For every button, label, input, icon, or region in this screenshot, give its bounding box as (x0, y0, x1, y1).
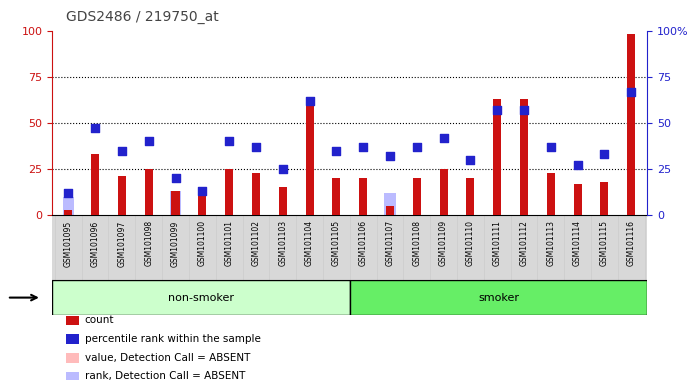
Bar (225, 169, 233, 215)
Point (438, 134, 449, 141)
Point (277, 166, 288, 172)
Bar (601, 182, 608, 215)
Point (465, 157, 476, 163)
Bar (466, 178, 475, 215)
Text: GSM101098: GSM101098 (144, 220, 153, 266)
Text: GSM101113: GSM101113 (546, 220, 555, 266)
Bar (66, 334, 79, 344)
Point (491, 107, 503, 113)
Bar (547, 173, 555, 215)
Point (331, 147, 342, 154)
Text: count: count (85, 315, 114, 325)
Bar (91, 154, 99, 215)
Point (599, 151, 610, 157)
Text: GSM101095: GSM101095 (64, 220, 73, 266)
Text: GSM101116: GSM101116 (626, 220, 635, 266)
Text: GSM101115: GSM101115 (600, 220, 609, 266)
Text: GSM101111: GSM101111 (493, 220, 502, 266)
Text: GSM101099: GSM101099 (171, 220, 180, 266)
Text: GSM101097: GSM101097 (118, 220, 127, 266)
Point (170, 175, 181, 181)
Point (384, 153, 395, 159)
Text: GSM101101: GSM101101 (225, 220, 234, 266)
Point (304, 98, 315, 104)
Bar (170, 193, 181, 215)
Text: GSM101102: GSM101102 (251, 220, 260, 266)
Bar (493, 99, 501, 215)
Text: smoker: smoker (478, 293, 519, 303)
Text: GSM101106: GSM101106 (358, 220, 367, 266)
Bar (170, 191, 181, 215)
Text: GSM101112: GSM101112 (519, 220, 528, 266)
Text: rank, Detection Call = ABSENT: rank, Detection Call = ABSENT (85, 371, 245, 381)
Text: GSM101103: GSM101103 (278, 220, 287, 266)
Text: GDS2486 / 219750_at: GDS2486 / 219750_at (66, 10, 219, 23)
Text: percentile rank within the sample: percentile rank within the sample (85, 334, 260, 344)
Bar (198, 191, 206, 215)
Bar (66, 353, 79, 362)
Point (223, 138, 235, 144)
Text: GSM101100: GSM101100 (198, 220, 207, 266)
Point (411, 144, 422, 150)
Text: GSM101109: GSM101109 (439, 220, 448, 266)
Point (197, 188, 208, 194)
FancyBboxPatch shape (350, 280, 647, 315)
Text: GSM101104: GSM101104 (305, 220, 314, 266)
Text: value, Detection Call = ABSENT: value, Detection Call = ABSENT (85, 353, 250, 363)
Point (143, 138, 155, 144)
Bar (520, 99, 528, 215)
Text: GSM101107: GSM101107 (386, 220, 395, 266)
Bar (64, 210, 72, 215)
Point (251, 144, 262, 150)
Bar (278, 187, 287, 215)
Text: GSM101110: GSM101110 (466, 220, 475, 266)
Bar (359, 178, 367, 215)
Bar (66, 372, 79, 381)
Point (358, 144, 369, 150)
Point (90, 125, 101, 131)
Bar (574, 184, 582, 215)
Bar (440, 169, 448, 215)
FancyBboxPatch shape (52, 280, 350, 315)
Bar (63, 197, 74, 215)
Bar (306, 101, 314, 215)
Point (545, 144, 556, 150)
Bar (252, 173, 260, 215)
Point (63, 190, 74, 196)
Point (626, 88, 637, 94)
Point (116, 147, 127, 154)
Text: GSM101114: GSM101114 (573, 220, 582, 266)
Bar (627, 35, 635, 215)
Bar (413, 178, 421, 215)
Bar (171, 191, 180, 215)
Bar (66, 316, 79, 325)
Bar (384, 193, 395, 215)
Bar (386, 206, 394, 215)
Bar (332, 178, 340, 215)
Bar (384, 200, 395, 215)
Text: GSM101108: GSM101108 (412, 220, 421, 266)
Text: non-smoker: non-smoker (168, 293, 234, 303)
Bar (145, 169, 152, 215)
Point (572, 162, 583, 168)
Bar (118, 176, 126, 215)
Point (519, 107, 530, 113)
Text: GSM101096: GSM101096 (90, 220, 100, 266)
Text: GSM101105: GSM101105 (332, 220, 341, 266)
